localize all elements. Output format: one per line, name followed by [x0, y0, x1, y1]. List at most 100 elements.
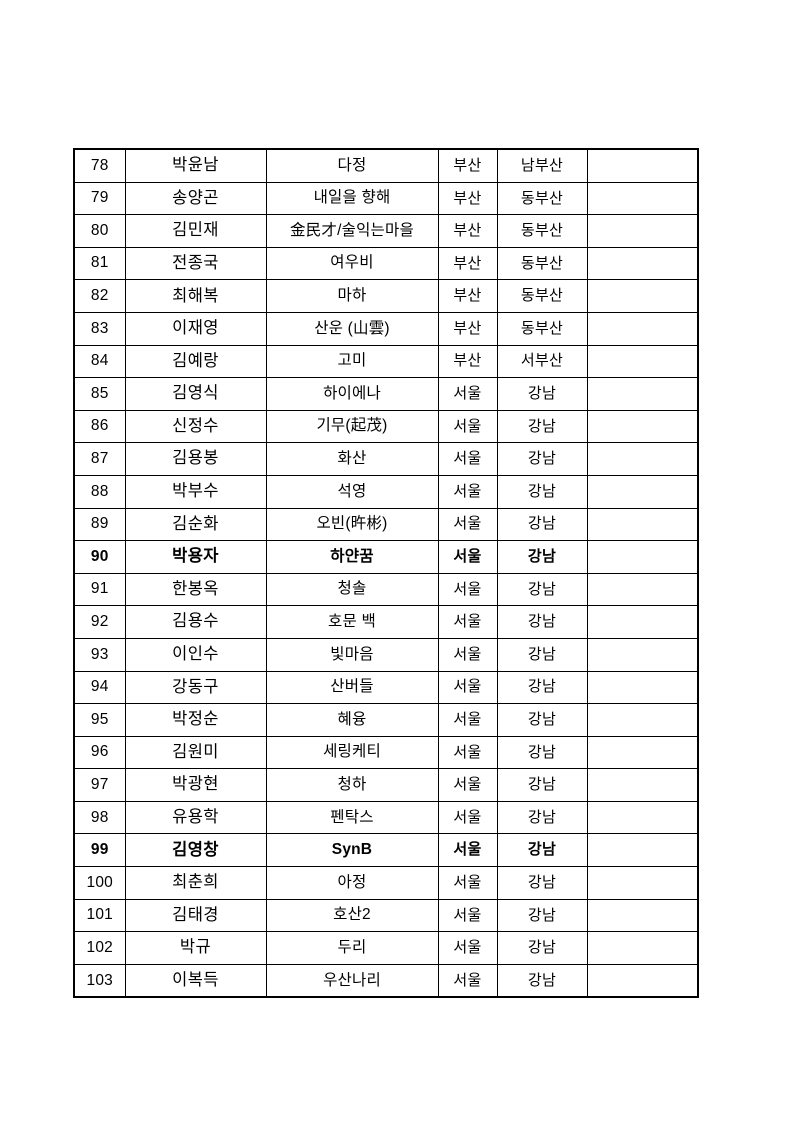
table-cell-city: 서울	[437, 931, 498, 965]
table-cell-city: 서울	[437, 409, 498, 444]
table-cell-alias: 아정	[265, 866, 439, 900]
table-cell-alias: 다정	[265, 148, 439, 183]
table-cell-branch: 강남	[496, 572, 588, 607]
table-cell-name: 전종국	[124, 246, 267, 281]
table-cell-no: 99	[73, 833, 126, 868]
table-cell-name: 김영창	[124, 833, 267, 868]
roster-table-body: 78 박윤남 다정 부산 남부산 79 송양곤 내일을 향해 부산 동부산 80 김민재 金民才/술익는…	[73, 148, 699, 998]
table-cell-no: 100	[73, 866, 126, 900]
table-cell-city: 부산	[437, 214, 498, 248]
table-cell-no: 83	[73, 311, 126, 346]
table-cell-city: 부산	[437, 279, 498, 313]
table-cell-branch: 서부산	[496, 344, 588, 379]
table-row: 93 이인수 빛마음 서울 강남	[73, 637, 699, 672]
table-cell-alias: 산버들	[265, 670, 439, 705]
table-cell-note	[586, 670, 699, 705]
table-cell-city: 부산	[437, 181, 498, 216]
table-cell-name: 최춘희	[124, 866, 267, 900]
table-cell-no: 93	[73, 637, 126, 672]
table-cell-branch: 강남	[496, 605, 588, 639]
table-cell-alias: 우산나리	[265, 963, 439, 998]
table-cell-alias: 하얀꿈	[265, 540, 439, 574]
table-row: 82 최해복 마하 부산 동부산	[73, 279, 699, 313]
table-row: 100 최춘희 아정 서울 강남	[73, 866, 699, 900]
table-row: 84 김예랑 고미 부산 서부산	[73, 344, 699, 379]
table-cell-city: 서울	[437, 572, 498, 607]
table-row: 98 유용학 펜탁스 서울 강남	[73, 800, 699, 835]
table-cell-city: 부산	[437, 311, 498, 346]
table-cell-branch: 강남	[496, 768, 588, 802]
table-cell-branch: 강남	[496, 735, 588, 770]
table-cell-note	[586, 735, 699, 770]
table-row: 83 이재영 산운 (山雲) 부산 동부산	[73, 311, 699, 346]
table-cell-note	[586, 311, 699, 346]
table-cell-name: 김민재	[124, 214, 267, 248]
table-cell-branch: 강남	[496, 800, 588, 835]
table-cell-branch: 강남	[496, 540, 588, 574]
table-cell-alias: 기무(起茂)	[265, 409, 439, 444]
table-cell-branch: 강남	[496, 963, 588, 998]
table-row: 103 이복득 우산나리 서울 강남	[73, 963, 699, 998]
table-cell-city: 부산	[437, 148, 498, 183]
table-cell-no: 85	[73, 377, 126, 411]
table-cell-branch: 강남	[496, 866, 588, 900]
table-row: 92 김용수 호문 백 서울 강남	[73, 605, 699, 639]
table-cell-name: 김태경	[124, 898, 267, 933]
table-cell-no: 86	[73, 409, 126, 444]
table-cell-no: 80	[73, 214, 126, 248]
table-cell-alias: 내일을 향해	[265, 181, 439, 216]
table-cell-no: 79	[73, 181, 126, 216]
table-row: 101 김태경 호산2 서울 강남	[73, 898, 699, 933]
table-cell-no: 94	[73, 670, 126, 705]
table-cell-branch: 강남	[496, 409, 588, 444]
table-cell-note	[586, 246, 699, 281]
table-cell-city: 서울	[437, 768, 498, 802]
table-cell-no: 91	[73, 572, 126, 607]
table-cell-city: 서울	[437, 800, 498, 835]
table-cell-city: 서울	[437, 866, 498, 900]
table-cell-city: 서울	[437, 637, 498, 672]
table-cell-name: 최해복	[124, 279, 267, 313]
table-cell-alias: 마하	[265, 279, 439, 313]
table-cell-note	[586, 572, 699, 607]
table-cell-note	[586, 931, 699, 965]
table-cell-alias: 화산	[265, 442, 439, 476]
table-cell-note	[586, 377, 699, 411]
table-row: 91 한봉옥 청솔 서울 강남	[73, 572, 699, 607]
table-cell-note	[586, 507, 699, 542]
table-cell-name: 김원미	[124, 735, 267, 770]
table-cell-city: 서울	[437, 703, 498, 737]
table-cell-alias: 여우비	[265, 246, 439, 281]
table-cell-no: 103	[73, 963, 126, 998]
table-cell-branch: 동부산	[496, 214, 588, 248]
table-cell-note	[586, 474, 699, 509]
table-cell-city: 서울	[437, 540, 498, 574]
table-cell-no: 98	[73, 800, 126, 835]
table-cell-no: 82	[73, 279, 126, 313]
table-row: 95 박정순 혜융 서울 강남	[73, 703, 699, 737]
table-cell-alias: 청솔	[265, 572, 439, 607]
table-cell-note	[586, 442, 699, 476]
table-cell-no: 87	[73, 442, 126, 476]
table-cell-branch: 강남	[496, 442, 588, 476]
table-row: 99 김영창 SynB 서울 강남	[73, 833, 699, 868]
table-row: 87 김용봉 화산 서울 강남	[73, 442, 699, 476]
table-row: 89 김순화 오빈(旿彬) 서울 강남	[73, 507, 699, 542]
table-cell-no: 96	[73, 735, 126, 770]
table-cell-branch: 남부산	[496, 148, 588, 183]
table-row: 78 박윤남 다정 부산 남부산	[73, 148, 699, 183]
table-cell-city: 서울	[437, 507, 498, 542]
table-cell-branch: 동부산	[496, 181, 588, 216]
table-cell-note	[586, 866, 699, 900]
table-row: 97 박광현 청하 서울 강남	[73, 768, 699, 802]
table-cell-city: 서울	[437, 735, 498, 770]
table-row: 88 박부수 석영 서울 강남	[73, 474, 699, 509]
table-cell-note	[586, 703, 699, 737]
table-cell-alias: 청하	[265, 768, 439, 802]
table-cell-name: 강동구	[124, 670, 267, 705]
table-cell-name: 이인수	[124, 637, 267, 672]
table-cell-no: 95	[73, 703, 126, 737]
table-cell-alias: 펜탁스	[265, 800, 439, 835]
table-cell-name: 박광현	[124, 768, 267, 802]
